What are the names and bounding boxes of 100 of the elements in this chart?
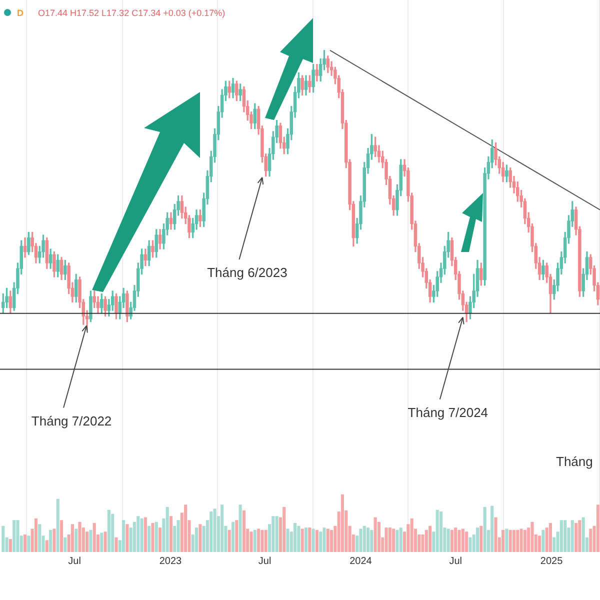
- bar: [176, 520, 180, 552]
- bar: [312, 528, 315, 552]
- bar: [508, 530, 512, 552]
- annotation: Tháng 6/2023: [207, 265, 288, 280]
- bar: [512, 530, 516, 552]
- bar: [86, 532, 89, 552]
- bar: [194, 528, 198, 552]
- bar: [126, 524, 129, 552]
- bar: [16, 520, 20, 552]
- bar: [64, 537, 67, 552]
- bar: [548, 523, 552, 552]
- bar: [340, 494, 344, 552]
- bar: [564, 520, 567, 552]
- bar: [450, 530, 454, 552]
- bar: [286, 528, 290, 552]
- bar: [560, 520, 563, 552]
- bar: [238, 504, 242, 552]
- bar: [122, 520, 126, 552]
- bar: [250, 532, 253, 552]
- bar: [144, 517, 147, 552]
- bar: [242, 510, 246, 552]
- bar: [304, 528, 308, 552]
- bar: [520, 528, 523, 552]
- bar: [468, 537, 472, 552]
- bar: [377, 522, 381, 552]
- x-tick-label: Jul: [68, 556, 81, 567]
- bar: [154, 522, 158, 552]
- annotation: Tháng 7/2022: [31, 413, 112, 428]
- bar: [27, 536, 30, 552]
- bar: [530, 522, 534, 552]
- bar: [570, 520, 574, 552]
- bar: [34, 518, 38, 552]
- annotation: Tháng 7/2024: [408, 404, 488, 420]
- bar: [52, 528, 56, 552]
- bar: [505, 528, 508, 552]
- bar: [542, 530, 545, 552]
- bar: [465, 532, 468, 552]
- bar: [322, 528, 326, 552]
- bar: [136, 516, 140, 552]
- bar: [410, 518, 414, 552]
- bar: [107, 510, 110, 552]
- bar: [494, 517, 498, 552]
- bar: [140, 518, 144, 552]
- bar: [374, 517, 377, 552]
- text: Tháng: [556, 454, 593, 469]
- bar: [384, 528, 388, 552]
- bar: [490, 506, 494, 552]
- bar: [319, 532, 322, 552]
- x-tick-label: 2023: [159, 556, 182, 567]
- bar: [362, 526, 366, 552]
- bar: [523, 530, 526, 552]
- bar: [396, 530, 399, 552]
- bar: [235, 520, 238, 552]
- text: O17.44 H17.52 L17.32 C17.34 +0.03 (+0.17%): [38, 8, 226, 18]
- bar: [502, 530, 505, 552]
- text: D: [17, 8, 24, 18]
- bar: [538, 536, 542, 552]
- bar: [92, 523, 96, 552]
- bar: [392, 528, 396, 552]
- bar: [210, 512, 213, 552]
- bar: [2, 526, 5, 552]
- bar: [12, 520, 16, 552]
- bar: [439, 512, 443, 552]
- bar: [45, 540, 48, 552]
- bar: [480, 526, 483, 552]
- bar: [158, 528, 162, 552]
- bar: [370, 530, 374, 552]
- bar: [111, 514, 114, 552]
- bar: [315, 530, 318, 552]
- bar: [166, 506, 169, 552]
- bar: [257, 528, 260, 552]
- bar: [78, 522, 82, 552]
- bar: [275, 516, 278, 552]
- x-tick-label: Jul: [258, 556, 272, 567]
- bar: [264, 530, 268, 552]
- bar: [454, 528, 458, 552]
- bar: [330, 530, 334, 552]
- bar: [272, 516, 275, 552]
- bar: [231, 522, 235, 552]
- bar: [213, 508, 216, 552]
- bar: [582, 517, 585, 552]
- bar: [260, 530, 264, 552]
- bar: [297, 526, 300, 552]
- bar: [49, 530, 52, 552]
- bar: [70, 524, 74, 552]
- bar: [589, 528, 592, 552]
- bar: [220, 504, 224, 552]
- bar: [399, 528, 402, 552]
- bar: [461, 528, 464, 552]
- x-tick-label: Jul: [449, 556, 462, 567]
- bar: [74, 528, 78, 552]
- bar: [184, 504, 188, 552]
- bar: [308, 528, 312, 552]
- bar: [56, 498, 60, 552]
- bar: [151, 523, 154, 552]
- bar: [114, 537, 118, 552]
- bar: [60, 520, 64, 552]
- bar: [104, 532, 107, 552]
- bar: [8, 539, 12, 552]
- bar: [596, 504, 600, 552]
